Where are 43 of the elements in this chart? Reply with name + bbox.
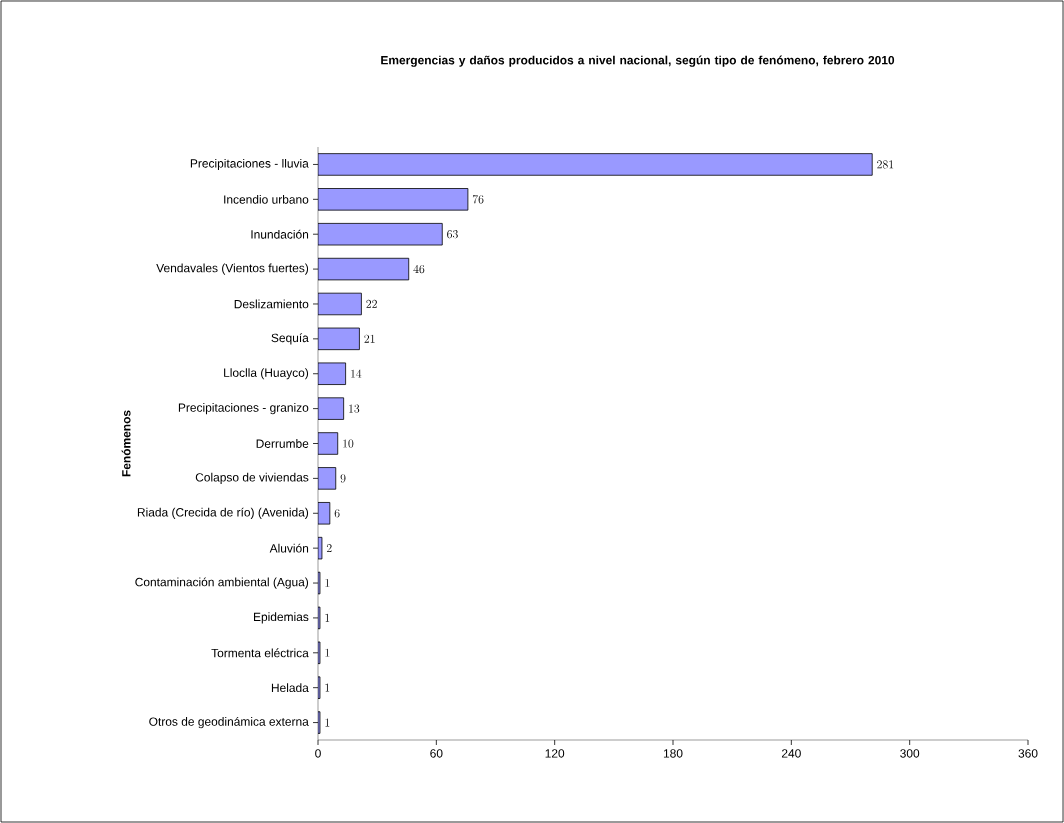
y-axis-title: Fenómenos	[121, 410, 131, 477]
data-label: 22	[366, 299, 377, 308]
data-label: 10	[343, 439, 354, 448]
y-tick-label: Precipitaciones - lluvia	[190, 158, 309, 171]
x-tick-label: 360	[1018, 749, 1038, 758]
y-tick-label: Riada (Crecida de río) (Avenida)	[137, 507, 309, 519]
data-label: 1	[325, 718, 330, 727]
y-tick-label: Colapso de viviendas	[195, 472, 309, 484]
data-label: 6	[334, 509, 340, 518]
y-tick-label: Otros de geodinámica externa	[149, 716, 309, 729]
y-tick-label: Derrumbe	[256, 439, 309, 448]
data-label: 9	[340, 474, 346, 483]
y-tick-label: Contaminación ambiental (Agua)	[135, 577, 309, 589]
y-tick-label: Incendio urbano	[224, 194, 309, 204]
x-tick-label: 60	[430, 749, 443, 758]
data-label: 1	[325, 648, 330, 657]
x-tick-label: 240	[781, 749, 801, 758]
x-tick-label: 180	[663, 749, 683, 758]
data-label: 1	[325, 578, 330, 587]
x-tick-label: 120	[545, 749, 565, 758]
y-tick-label: Deslizamiento	[234, 299, 309, 309]
chart-title: Emergencias y daños producidos a nivel nacional, según tipo de fenómeno, febrero 2010	[381, 55, 895, 67]
data-label: 76	[472, 195, 484, 204]
y-tick-label: Helada	[271, 683, 309, 693]
y-tick-label: Precipitaciones - granizo	[178, 403, 309, 415]
data-label: 13	[349, 404, 360, 413]
y-tick-label: Tormenta eléctrica	[211, 648, 309, 658]
y-tick-label: Sequía	[271, 333, 309, 345]
y-tick-label: Inundación	[251, 229, 309, 239]
y-tick-label: Lloclla (Huayco)	[224, 368, 309, 380]
data-label: 1	[325, 683, 330, 692]
y-tick-label: Aluvión	[269, 543, 309, 553]
data-label: 2	[326, 544, 332, 552]
data-label: 14	[351, 369, 362, 378]
data-label: 46	[413, 264, 425, 274]
data-label: 281	[877, 160, 894, 169]
data-label: 63	[447, 230, 458, 239]
y-tick-label: Vendavales (Vientos fuertes)	[156, 263, 309, 275]
y-tick-label: Epidemias	[254, 612, 309, 624]
data-label: 1	[325, 613, 330, 622]
x-tick-label: 0	[315, 749, 321, 758]
data-label: 21	[364, 334, 375, 343]
x-tick-label: 300	[900, 749, 920, 758]
